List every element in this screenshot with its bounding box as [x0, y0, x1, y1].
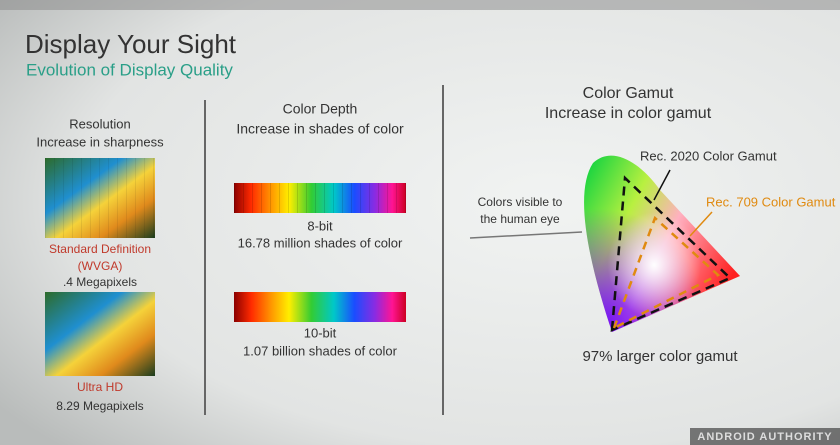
eye-label: Colors visible to [478, 195, 563, 209]
column-subheading: Increase in shades of color [236, 121, 404, 137]
leader [469, 231, 583, 239]
gamut-diagram [469, 155, 740, 332]
label: Ultra HD [77, 380, 123, 394]
gradient-10bit [234, 292, 406, 322]
eye-label: the human eye [480, 212, 560, 226]
column-heading: Color Gamut [583, 85, 674, 102]
watermark: ANDROID AUTHORITY [697, 431, 832, 443]
column-heading: Color Depth [283, 101, 358, 117]
image-uhd [45, 292, 155, 376]
description: 16.78 million shades of color [238, 235, 403, 250]
rec709-label: Rec. 709 Color Gamut [706, 194, 836, 209]
label: .4 Megapixels [63, 275, 137, 289]
column-heading: Resolution [69, 116, 130, 131]
visible-gamut-white [584, 155, 740, 332]
bit-label: 8-bit [307, 218, 333, 233]
leader [689, 211, 713, 237]
description: 1.07 billion shades of color [243, 343, 398, 358]
label: (WVGA) [78, 259, 123, 273]
top-edge [0, 0, 840, 10]
label: 8.29 Megapixels [56, 399, 143, 413]
label: Standard Definition [49, 242, 151, 256]
caption: 97% larger color gamut [582, 348, 738, 365]
rec2020-label: Rec. 2020 Color Gamut [640, 148, 777, 163]
title: Display Your Sight [25, 29, 237, 59]
pixelation [45, 158, 155, 238]
subtitle: Evolution of Display Quality [26, 60, 233, 79]
bit-label: 10-bit [304, 325, 337, 340]
leader [653, 169, 671, 201]
rec2020-triangle [610, 175, 733, 332]
banding [234, 183, 406, 213]
column-subheading: Increase in sharpness [36, 134, 164, 149]
column-subheading: Increase in color gamut [545, 105, 712, 122]
watermark-bg [690, 428, 840, 445]
rec709-triangle [611, 215, 721, 331]
